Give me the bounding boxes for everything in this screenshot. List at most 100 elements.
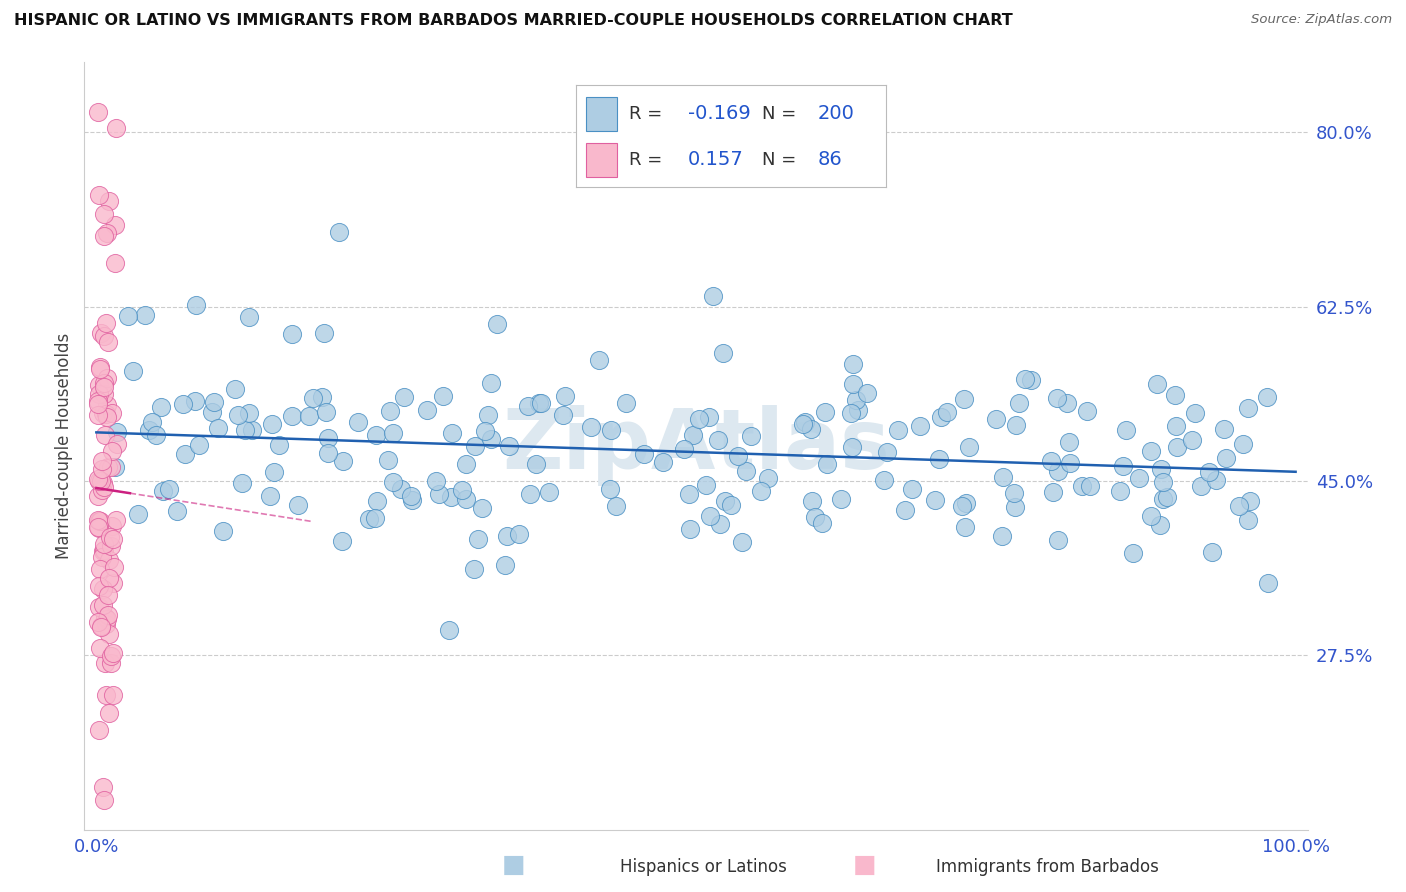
Point (97, 459, 120, 474)
Point (740, 429, 762, 443)
Point (1146, 377, 1168, 392)
Point (280, 409, 302, 424)
Point (416, 402, 439, 417)
Point (87, 600, 110, 615)
Point (1152, 492, 1174, 507)
Point (498, 439, 520, 453)
Point (97, 553, 120, 567)
Point (105, 120, 128, 135)
Point (1008, 396, 1031, 410)
Point (87, 387, 110, 401)
Point (800, 422, 823, 436)
Point (141, 415, 163, 429)
Point (1128, 470, 1150, 484)
Point (87, 579, 110, 593)
Point (1002, 486, 1025, 500)
Point (1140, 443, 1163, 458)
Point (756, 471, 779, 485)
Point (101, 519, 124, 533)
Point (401, 489, 423, 503)
Text: R =: R = (628, 151, 668, 169)
Point (846, 403, 869, 417)
Point (93, 537, 115, 551)
Point (262, 417, 284, 431)
Point (91, 544, 114, 558)
Point (312, 326, 335, 341)
Point (100, 539, 122, 553)
Point (793, 415, 815, 429)
Point (86, 513, 108, 527)
Point (93, 542, 115, 557)
Point (90, 454, 112, 468)
Point (893, 503, 915, 517)
Point (702, 289, 724, 303)
Point (104, 218, 127, 232)
Point (90, 326, 112, 341)
Point (104, 459, 127, 474)
Point (87, 615, 110, 629)
Point (1004, 500, 1026, 515)
Point (440, 425, 463, 440)
Point (87, 474, 110, 488)
Point (479, 432, 502, 446)
Point (1047, 533, 1070, 547)
Point (91, 461, 114, 475)
Point (87, 521, 110, 535)
Point (150, 400, 173, 414)
Point (1115, 423, 1137, 437)
Point (359, 512, 381, 526)
Point (749, 484, 772, 499)
Point (953, 392, 976, 406)
Text: HISPANIC OR LATINO VS IMMIGRANTS FROM BARBADOS MARRIED-COUPLE HOUSEHOLDS CORRELA: HISPANIC OR LATINO VS IMMIGRANTS FROM BA… (14, 13, 1012, 29)
Point (1149, 517, 1171, 532)
Text: 0.157: 0.157 (688, 150, 744, 169)
Point (93, 229, 115, 244)
Point (682, 427, 704, 442)
Point (873, 474, 896, 488)
Point (89, 361, 111, 376)
Point (467, 532, 489, 546)
Point (1005, 417, 1028, 432)
Point (479, 376, 502, 390)
Point (134, 308, 156, 322)
Point (94, 316, 117, 330)
Point (910, 418, 932, 433)
Point (101, 646, 124, 660)
Point (93, 386, 115, 401)
Point (172, 397, 194, 411)
Point (876, 445, 898, 459)
Point (1071, 479, 1094, 493)
Point (842, 376, 865, 391)
Text: Hispanics or Latinos: Hispanics or Latinos (620, 858, 786, 876)
Point (121, 364, 143, 378)
Point (302, 391, 325, 405)
Point (1166, 440, 1188, 454)
Point (437, 624, 460, 638)
Point (486, 317, 509, 331)
Point (924, 492, 946, 507)
Point (280, 327, 302, 342)
Point (98, 627, 121, 641)
Point (105, 437, 128, 451)
Point (93, 376, 115, 390)
Point (152, 483, 174, 498)
Point (679, 522, 702, 536)
Point (97, 607, 120, 622)
Point (1237, 513, 1260, 527)
Point (287, 498, 309, 512)
Point (101, 688, 124, 702)
Point (804, 509, 827, 524)
Point (89, 360, 111, 375)
Point (98, 571, 121, 585)
Point (1181, 433, 1204, 447)
Point (1156, 491, 1178, 505)
Text: Source: ZipAtlas.com: Source: ZipAtlas.com (1251, 13, 1392, 27)
Text: R =: R = (628, 105, 668, 123)
Point (363, 511, 385, 525)
Point (950, 499, 973, 513)
Point (1059, 456, 1081, 470)
Point (103, 256, 125, 270)
Point (103, 560, 125, 574)
Point (993, 470, 1015, 484)
Point (599, 423, 621, 437)
